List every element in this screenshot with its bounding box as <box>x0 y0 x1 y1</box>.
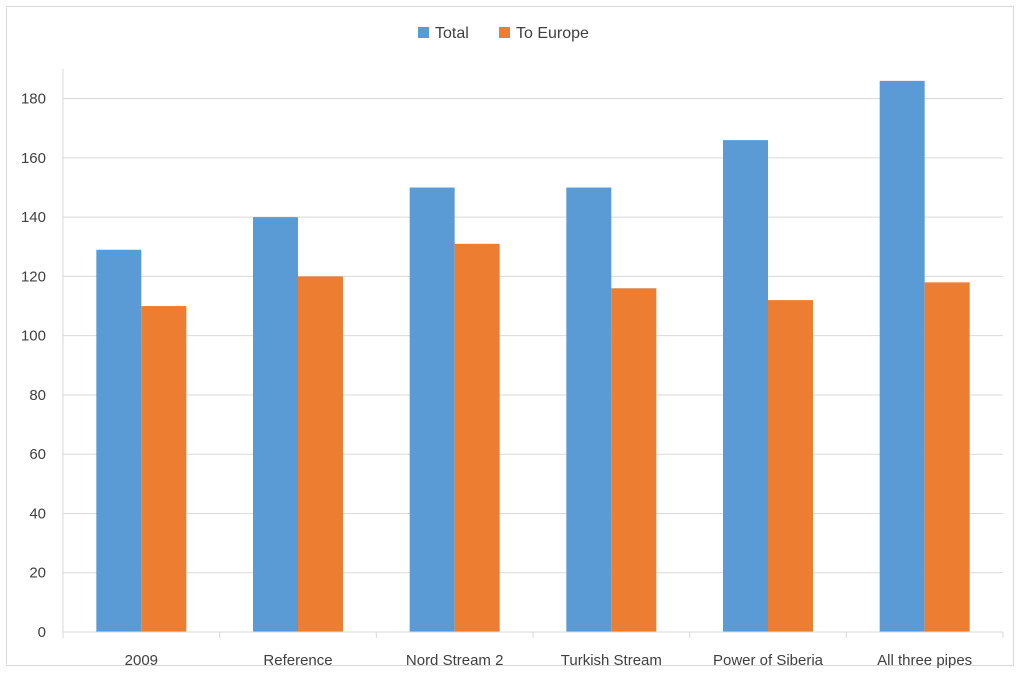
bar-to-europe <box>454 243 500 633</box>
y-tick-label: 160 <box>21 150 46 167</box>
y-tick-labels: 0 20 40 60 80 100 120 140 160 180 <box>21 91 46 641</box>
x-tick-label: Power of Siberia <box>713 652 824 669</box>
legend-swatch <box>418 27 429 38</box>
axes <box>62 69 1004 638</box>
legend-label: To Europe <box>516 25 589 42</box>
y-tick-label: 0 <box>38 624 46 641</box>
y-tick-label: 100 <box>21 328 46 345</box>
bar-total <box>566 187 612 633</box>
x-tick-label: Reference <box>263 652 332 669</box>
legend: Total To Europe <box>418 25 589 42</box>
bar-to-europe <box>298 276 343 632</box>
y-tick-label: 180 <box>21 91 46 108</box>
bar-total <box>253 217 298 632</box>
y-tick-label: 20 <box>29 565 46 582</box>
y-tick-label: 140 <box>21 209 46 226</box>
y-tick-label: 60 <box>29 446 46 463</box>
bar-to-europe <box>611 288 657 632</box>
gridlines <box>63 98 1003 574</box>
bar-to-europe <box>141 306 187 632</box>
x-tick-label: 2009 <box>125 652 158 669</box>
y-tick-label: 80 <box>29 387 46 404</box>
bar-total <box>879 80 925 632</box>
x-tick-label: Nord Stream 2 <box>406 652 504 669</box>
y-tick-label: 40 <box>29 505 46 522</box>
y-tick-label: 120 <box>21 268 46 285</box>
legend-label: Total <box>435 25 469 42</box>
bar-to-europe <box>768 300 813 632</box>
bar-total <box>96 249 142 632</box>
x-tick-label: Turkish Stream <box>561 652 662 669</box>
x-tick-labels: 2009 Reference Nord Stream 2 Turkish Stream… <box>125 652 973 669</box>
bar-total <box>409 187 455 633</box>
bar-total <box>723 140 768 632</box>
legend-swatch <box>499 27 510 38</box>
x-tick-label: All three pipes <box>877 652 972 669</box>
bar-to-europe <box>924 282 970 632</box>
bars <box>96 80 970 633</box>
